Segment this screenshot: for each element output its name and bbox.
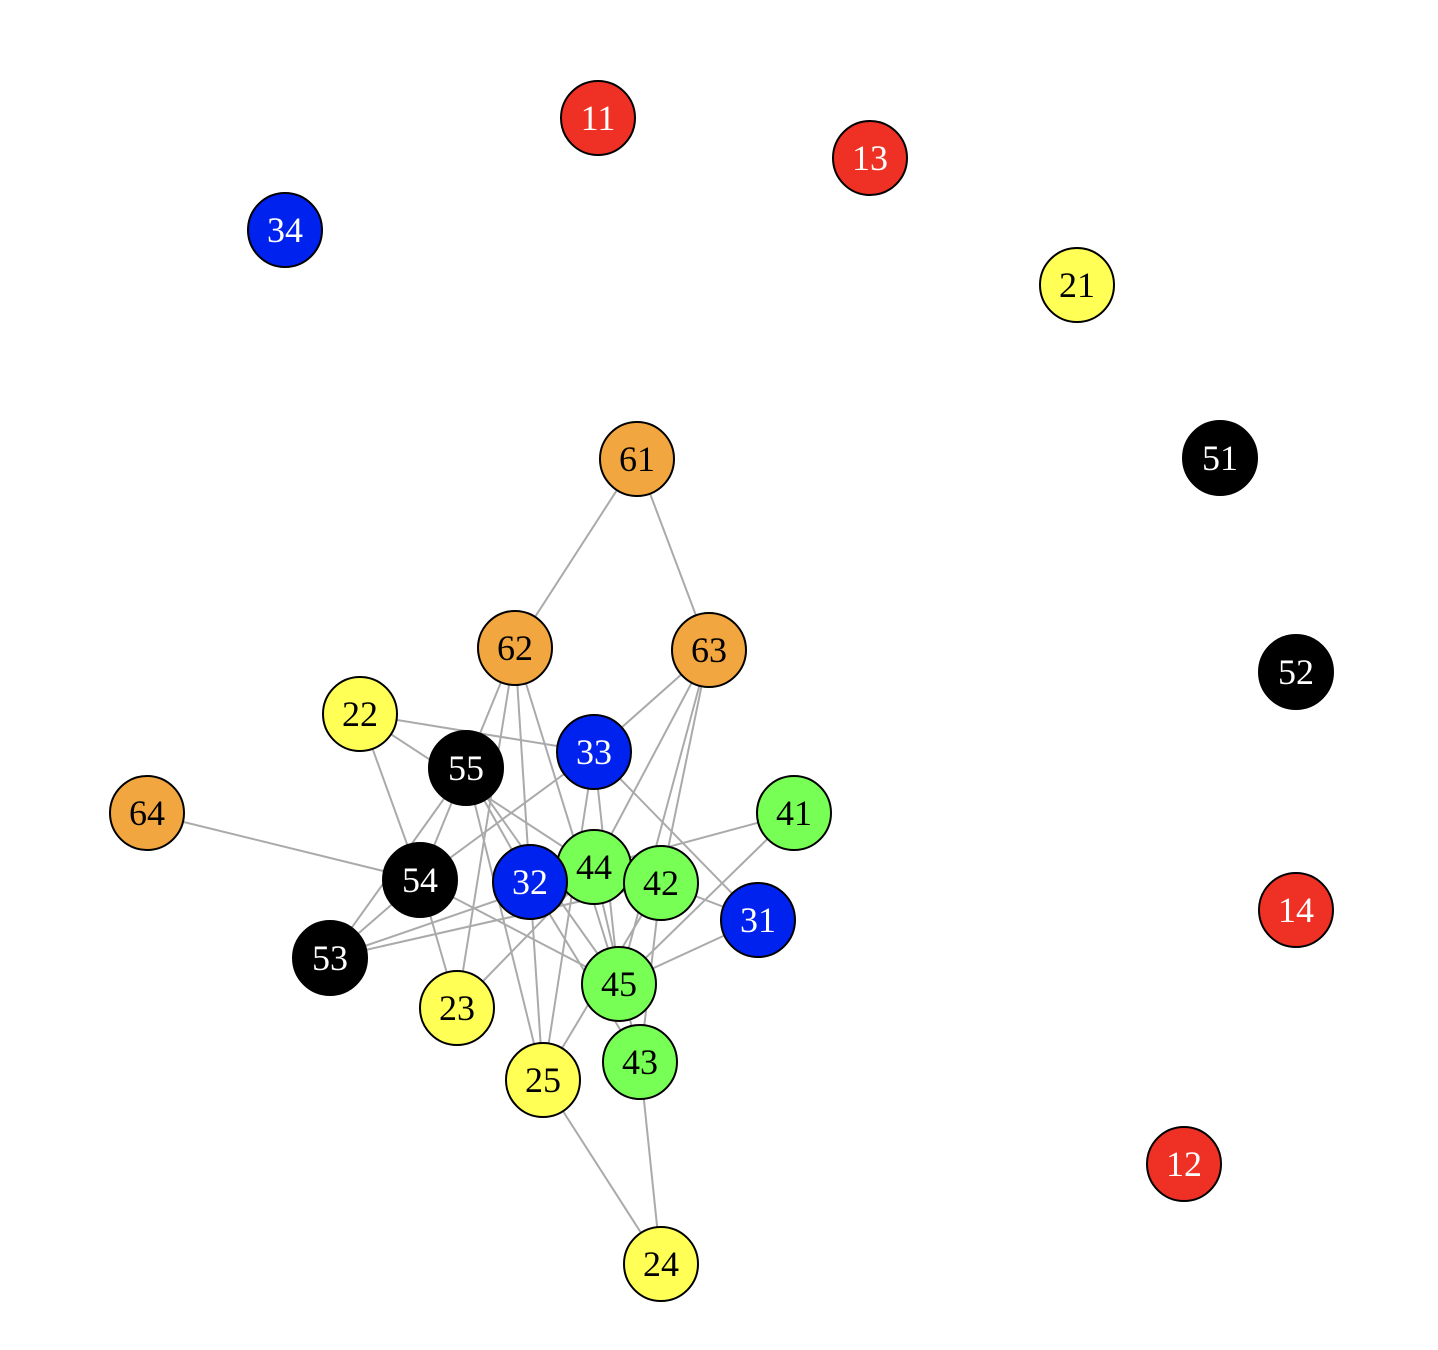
node-label: 44	[576, 847, 612, 887]
nodes-layer: 11 13 34 21 61 51 62 63 52 22 33 55 64 41 44 42 54 32 14 31…	[109, 80, 1334, 1302]
node-13: 13	[832, 120, 908, 196]
node-label: 14	[1278, 890, 1314, 930]
node-circle	[247, 192, 323, 268]
node-circle	[419, 970, 495, 1046]
edge-63-42	[660, 649, 710, 884]
node-34: 34	[247, 192, 323, 268]
node-label: 53	[312, 938, 348, 978]
node-label: 24	[643, 1244, 679, 1284]
node-22: 22	[322, 676, 398, 752]
edge-33-31	[593, 751, 759, 921]
node-label: 43	[622, 1042, 658, 1082]
node-64: 64	[109, 775, 185, 851]
node-circle	[477, 610, 553, 686]
node-label: 11	[581, 98, 616, 138]
node-circle	[623, 845, 699, 921]
edge-23-62	[456, 647, 516, 1009]
node-14: 14	[1258, 872, 1334, 948]
node-32: 32	[492, 844, 568, 920]
node-circle	[832, 120, 908, 196]
node-label: 31	[740, 900, 776, 940]
node-circle	[1182, 420, 1258, 496]
node-circle	[1039, 247, 1115, 323]
node-label: 25	[525, 1060, 561, 1100]
node-label: 51	[1202, 438, 1238, 478]
node-label: 62	[497, 628, 533, 668]
node-label: 41	[776, 793, 812, 833]
node-51: 51	[1182, 420, 1258, 496]
node-label: 61	[619, 439, 655, 479]
node-label: 55	[448, 748, 484, 788]
node-44: 44	[556, 829, 632, 905]
node-label: 52	[1278, 652, 1314, 692]
node-43: 43	[602, 1024, 678, 1100]
node-11: 11	[560, 80, 636, 156]
node-circle	[109, 775, 185, 851]
node-label: 42	[643, 863, 679, 903]
node-label: 23	[439, 988, 475, 1028]
edge-64-54	[146, 812, 421, 881]
node-circle	[322, 676, 398, 752]
edge-62-32	[514, 647, 531, 883]
node-label: 54	[402, 860, 438, 900]
node-53: 53	[292, 920, 368, 996]
node-25: 25	[505, 1042, 581, 1118]
edge-63-44	[593, 649, 710, 868]
node-circle	[623, 1226, 699, 1302]
node-label: 21	[1059, 265, 1095, 305]
node-circle	[599, 421, 675, 497]
node-circle	[492, 844, 568, 920]
edge-55-25	[465, 767, 544, 1081]
node-circle	[581, 946, 657, 1022]
node-55: 55	[428, 730, 504, 806]
node-label: 33	[576, 732, 612, 772]
node-circle	[671, 612, 747, 688]
node-label: 22	[342, 694, 378, 734]
node-label: 34	[267, 210, 303, 250]
node-54: 54	[382, 842, 458, 918]
node-23: 23	[419, 970, 495, 1046]
node-circle	[756, 775, 832, 851]
node-21: 21	[1039, 247, 1115, 323]
node-label: 12	[1166, 1144, 1202, 1184]
node-label: 32	[512, 862, 548, 902]
node-42: 42	[623, 845, 699, 921]
node-31: 31	[720, 882, 796, 958]
node-circle	[428, 730, 504, 806]
node-33: 33	[556, 714, 632, 790]
node-52: 52	[1258, 634, 1334, 710]
node-circle	[1258, 634, 1334, 710]
node-label: 45	[601, 964, 637, 1004]
node-45: 45	[581, 946, 657, 1022]
edge-62-45	[514, 647, 620, 985]
node-circle	[602, 1024, 678, 1100]
node-circle	[505, 1042, 581, 1118]
node-label: 63	[691, 630, 727, 670]
node-circle	[1146, 1126, 1222, 1202]
node-label: 13	[852, 138, 888, 178]
node-61: 61	[599, 421, 675, 497]
node-circle	[292, 920, 368, 996]
node-circle	[1258, 872, 1334, 948]
edges-layer	[146, 458, 795, 1265]
node-circle	[560, 80, 636, 156]
node-circle	[720, 882, 796, 958]
node-24: 24	[623, 1226, 699, 1302]
node-41: 41	[756, 775, 832, 851]
node-12: 12	[1146, 1126, 1222, 1202]
node-circle	[556, 714, 632, 790]
node-63: 63	[671, 612, 747, 688]
node-62: 62	[477, 610, 553, 686]
node-circle	[382, 842, 458, 918]
node-label: 64	[129, 793, 165, 833]
edge-41-45	[618, 812, 795, 985]
edge-63-45	[618, 649, 710, 985]
edge-33-25	[542, 751, 595, 1081]
